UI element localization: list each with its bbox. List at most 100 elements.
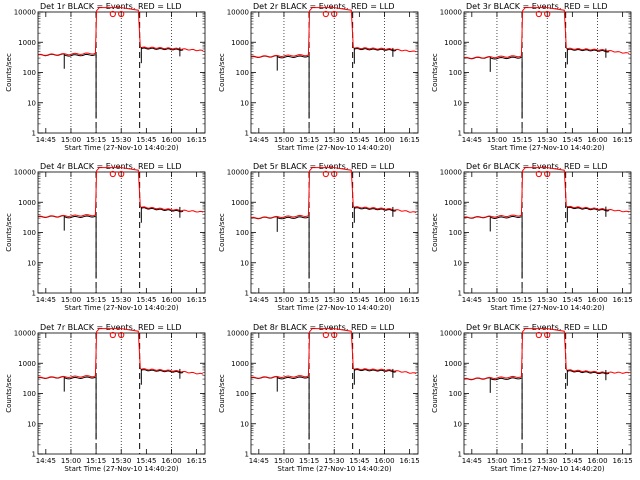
x-axis-label: Start Time (27-Nov-10 14:40:20) bbox=[277, 304, 391, 312]
y-tick-label: 1000 bbox=[18, 360, 36, 368]
saturation-marker bbox=[535, 170, 542, 178]
y-tick-label: 10 bbox=[240, 99, 249, 107]
x-tick-label: 15:15 bbox=[86, 457, 106, 465]
detector-panel-6: Det 6r BLACK = Events, RED = LLD 1 10 100 10… bbox=[431, 162, 633, 312]
y-tick-label: 1 bbox=[245, 290, 249, 298]
x-tick-label: 15:00 bbox=[487, 296, 507, 304]
x-tick-label: 15:30 bbox=[537, 296, 557, 304]
x-tick-label: 15:30 bbox=[324, 136, 344, 144]
y-tick-label: 10000 bbox=[440, 330, 462, 338]
x-tick-label: 15:15 bbox=[86, 136, 106, 144]
y-axis-label: Counts/sec bbox=[5, 213, 13, 252]
y-axis-label: Counts/sec bbox=[5, 374, 13, 413]
x-tick-label: 14:45 bbox=[36, 296, 56, 304]
x-tick-label: 15:00 bbox=[61, 457, 81, 465]
events-series-post bbox=[141, 47, 184, 51]
lld-series bbox=[464, 328, 630, 380]
events-series-post bbox=[567, 370, 610, 375]
y-tick-label: 10000 bbox=[440, 169, 462, 177]
x-tick-label: 15:45 bbox=[136, 457, 156, 465]
y-axis-label: Counts/sec bbox=[431, 213, 439, 252]
saturation-marker bbox=[331, 170, 338, 178]
events-series-post bbox=[141, 207, 184, 213]
x-tick-label: 15:30 bbox=[324, 457, 344, 465]
x-tick-label: 15:30 bbox=[324, 296, 344, 304]
x-tick-label: 16:15 bbox=[187, 136, 207, 144]
events-series-post bbox=[354, 207, 397, 212]
x-tick-label: 16:00 bbox=[374, 296, 394, 304]
x-tick-label: 15:45 bbox=[562, 457, 582, 465]
y-tick-label: 1000 bbox=[444, 360, 462, 368]
x-axis-label: Start Time (27-Nov-10 14:40:20) bbox=[490, 144, 604, 152]
saturation-marker bbox=[118, 170, 125, 178]
y-tick-label: 10000 bbox=[227, 9, 249, 17]
x-axis-label: Start Time (27-Nov-10 14:40:20) bbox=[490, 465, 604, 473]
x-tick-label: 15:00 bbox=[61, 136, 81, 144]
y-tick-label: 100 bbox=[449, 229, 462, 237]
y-tick-label: 1000 bbox=[444, 199, 462, 207]
lld-series bbox=[464, 7, 630, 60]
x-axis-label: Start Time (27-Nov-10 14:40:20) bbox=[64, 304, 178, 312]
x-axis-label: Start Time (27-Nov-10 14:40:20) bbox=[490, 304, 604, 312]
events-series-post bbox=[567, 206, 610, 212]
x-tick-label: 15:45 bbox=[136, 296, 156, 304]
x-tick-label: 15:15 bbox=[299, 457, 319, 465]
x-tick-label: 15:15 bbox=[299, 296, 319, 304]
y-tick-label: 10 bbox=[453, 259, 462, 267]
x-tick-label: 15:15 bbox=[512, 136, 532, 144]
y-tick-label: 100 bbox=[23, 69, 36, 77]
x-tick-label: 15:15 bbox=[512, 457, 532, 465]
panel-title: Det 1r BLACK = Events, RED = LLD bbox=[40, 2, 182, 11]
y-tick-label: 10000 bbox=[14, 9, 36, 17]
panel-title: Det 2r BLACK = Events, RED = LLD bbox=[253, 2, 395, 11]
panel-title: Det 7r BLACK = Events, RED = LLD bbox=[40, 323, 182, 332]
x-tick-label: 15:15 bbox=[299, 136, 319, 144]
saturation-marker bbox=[109, 10, 116, 18]
x-tick-label: 15:30 bbox=[537, 457, 557, 465]
y-tick-label: 100 bbox=[449, 69, 462, 77]
y-tick-label: 1000 bbox=[18, 39, 36, 47]
detector-panel-4: Det 4r BLACK = Events, RED = LLD 1 10 100 10… bbox=[5, 162, 207, 312]
y-tick-label: 100 bbox=[236, 390, 249, 398]
y-tick-label: 10000 bbox=[227, 169, 249, 177]
x-tick-label: 15:45 bbox=[136, 136, 156, 144]
y-tick-label: 100 bbox=[23, 229, 36, 237]
x-tick-label: 15:45 bbox=[349, 296, 369, 304]
x-tick-label: 15:00 bbox=[274, 457, 294, 465]
y-tick-label: 10 bbox=[453, 99, 462, 107]
x-tick-label: 16:00 bbox=[161, 457, 181, 465]
y-axis-label: Counts/sec bbox=[218, 374, 226, 413]
detector-panel-2: Det 2r BLACK = Events, RED = LLD 1 10 100 10… bbox=[218, 2, 420, 152]
saturation-marker bbox=[331, 10, 338, 18]
panel-title: Det 8r BLACK = Events, RED = LLD bbox=[253, 323, 395, 332]
lld-series bbox=[251, 328, 417, 379]
x-tick-label: 14:45 bbox=[462, 457, 482, 465]
y-tick-label: 10 bbox=[27, 99, 36, 107]
y-axis-label: Counts/sec bbox=[431, 374, 439, 413]
y-tick-label: 100 bbox=[23, 390, 36, 398]
x-tick-label: 16:15 bbox=[400, 457, 420, 465]
x-axis-label: Start Time (27-Nov-10 14:40:20) bbox=[64, 144, 178, 152]
lld-series bbox=[464, 167, 630, 219]
x-tick-label: 15:45 bbox=[562, 296, 582, 304]
y-tick-label: 1000 bbox=[231, 199, 249, 207]
y-tick-label: 10000 bbox=[14, 330, 36, 338]
y-axis-label: Counts/sec bbox=[218, 53, 226, 92]
y-tick-label: 10 bbox=[453, 420, 462, 428]
x-tick-label: 15:30 bbox=[111, 296, 131, 304]
saturation-marker bbox=[535, 331, 542, 339]
detector-panel-3: Det 3r BLACK = Events, RED = LLD 1 10 100 10… bbox=[431, 2, 633, 152]
lld-series bbox=[38, 167, 204, 218]
x-tick-label: 14:45 bbox=[249, 296, 269, 304]
x-tick-label: 14:45 bbox=[36, 136, 56, 144]
lld-series bbox=[38, 328, 204, 379]
y-axis-label: Counts/sec bbox=[5, 53, 13, 92]
panel-title: Det 4r BLACK = Events, RED = LLD bbox=[40, 162, 182, 171]
y-tick-label: 10000 bbox=[440, 9, 462, 17]
x-tick-label: 14:45 bbox=[462, 136, 482, 144]
saturation-marker bbox=[322, 10, 329, 18]
x-tick-label: 15:30 bbox=[111, 136, 131, 144]
x-tick-label: 15:30 bbox=[111, 457, 131, 465]
saturation-marker bbox=[331, 331, 338, 339]
